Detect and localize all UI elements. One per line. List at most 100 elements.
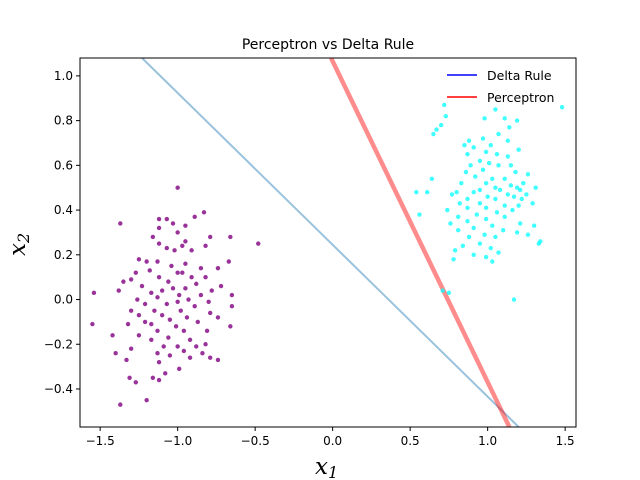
scatter-point-class-0-19 [172,248,177,253]
scatter-point-class-0-101 [163,371,168,376]
scatter-point-class-0-31 [175,270,180,275]
scatter-point-class-0-77 [155,328,160,334]
scatter-point-class-1-73 [465,219,470,224]
legend: Delta Rule Perceptron [447,68,554,105]
scatter-point-class-0-44 [159,288,165,293]
scatter-point-class-0-94 [167,353,173,358]
scatter-point-class-0-84 [149,337,154,342]
scatter-point-class-0-14 [256,241,261,246]
scatter-point-class-1-6 [514,118,520,123]
scatter-point-class-0-32 [180,270,185,275]
scatter-point-class-1-42 [533,185,538,190]
scatter-point-class-0-90 [181,348,187,354]
scatter-point-class-0-69 [167,317,173,322]
scatter-point-class-1-31 [525,172,531,177]
scatter-point-class-1-22 [505,154,510,159]
scatter-point-class-1-41 [514,185,520,190]
scatter-point-class-1-65 [445,207,450,213]
scatter-point-class-1-83 [525,232,531,237]
scatter-point-class-1-75 [448,221,453,226]
scatter-point-class-1-47 [471,189,476,195]
scatter-point-class-1-98 [446,290,452,296]
scatter-point-class-1-19 [483,149,489,155]
y-tick-label: −0.4 [44,382,73,396]
scatter-point-class-0-22 [144,259,149,264]
scatter-point-class-1-56 [493,196,498,202]
scatter-point-class-0-12 [228,234,233,240]
legend-label-perceptron: Perceptron [487,90,554,105]
scatter-point-class-0-97 [124,357,129,363]
scatter-point-class-0-83 [187,337,193,342]
scatter-point-class-1-88 [536,241,541,246]
scatter-point-class-0-57 [142,301,148,307]
scatter-point-class-0-49 [177,292,182,298]
scatter-point-class-0-3 [156,216,162,222]
y-tick-label: 0.2 [54,248,73,262]
scatter-point-class-1-13 [466,138,472,143]
scatter-point-class-0-4 [164,216,169,222]
scatter-point-class-0-62 [152,308,157,313]
scatter-point-class-1-71 [502,214,507,219]
scatter-point-class-1-62 [516,203,521,208]
legend-label-delta-rule: Delta Rule [487,68,552,83]
scatter-point-class-0-5 [118,221,123,226]
x-axis-label: x1 [315,454,338,480]
decision-boundary-delta-rule [141,58,520,427]
scatter-point-class-1-10 [431,131,436,137]
x-tick-label: 1.0 [478,434,497,448]
scatter-point-class-0-18 [164,245,169,251]
scatter-point-class-0-53 [135,297,140,302]
scatter-point-class-1-96 [490,259,495,264]
scatter-point-class-0-92 [200,351,205,356]
scatter-point-class-1-18 [516,147,521,152]
scatter-point-class-1-76 [490,223,495,228]
scatter-point-class-0-99 [156,359,162,365]
scatter-point-class-1-11 [496,131,501,137]
scatter-point-class-1-29 [513,169,518,175]
scatter-point-class-1-70 [456,214,461,219]
scatter-point-class-1-63 [483,205,489,211]
scatter-point-class-1-94 [483,254,489,260]
scatter-point-class-0-23 [155,259,160,264]
scatter-point-class-0-52 [155,295,160,300]
scatter-point-class-0-27 [215,266,221,271]
scatter-point-class-0-10 [150,234,156,240]
scatter-point-class-0-25 [183,261,188,266]
scatter-point-class-0-64 [208,310,213,316]
scatter-point-class-0-104 [156,377,162,383]
scatter-point-class-1-46 [454,189,459,195]
y-tick-label: 0.0 [54,293,73,307]
chart-title: Perceptron vs Delta Rule [242,37,414,53]
scatter-point-class-1-66 [510,207,515,213]
scatter-point-class-0-29 [147,268,152,273]
x-tick-label: 0.0 [323,434,342,448]
y-tick-label: 0.8 [54,114,73,128]
scatter-point-class-1-52 [524,192,529,197]
scatter-point-class-0-13 [183,239,188,244]
scatter-point-class-0-72 [90,321,95,327]
y-tick-label: 0.4 [54,203,73,217]
scatter-point-class-0-48 [149,290,154,296]
scatter-point-class-0-100 [177,366,182,372]
scatter-point-class-1-37 [521,181,526,186]
scatter-point-class-1-45 [518,187,523,193]
scatter-point-class-0-70 [142,319,148,325]
decision-boundary-perceptron [329,58,512,427]
scatter-point-class-1-57 [519,196,524,202]
scatter-point-class-0-9 [175,230,180,235]
scatter-point-class-1-99 [511,297,517,302]
scatter-point-class-0-46 [116,288,121,293]
scatter-point-class-1-89 [460,243,466,249]
scatter-point-class-1-16 [488,143,493,148]
scatter-point-class-0-30 [133,270,138,275]
scatter-point-class-1-35 [429,176,435,181]
scatter-point-class-1-12 [480,136,486,141]
y-axis-label-subscript: 2 [14,233,33,244]
x-tick-label: 1.5 [556,434,575,448]
scatter-point-class-1-2 [493,107,498,112]
scatter-point-class-1-95 [451,257,456,262]
scatter-point-class-0-42 [170,286,176,291]
scatter-point-class-1-36 [483,181,489,186]
scatter-point-class-0-68 [215,315,221,320]
scatter-point-class-1-84 [466,234,472,240]
